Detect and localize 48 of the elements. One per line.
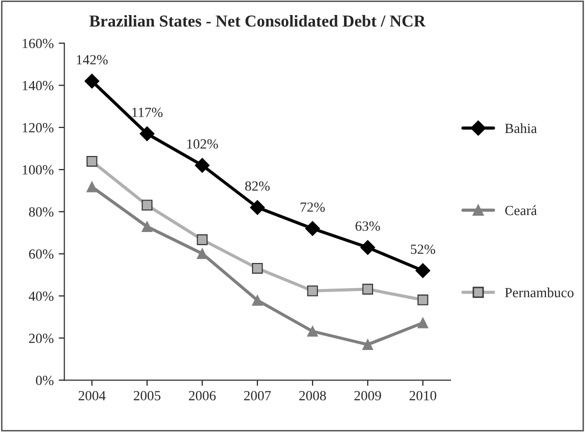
y-tick-label: 120% xyxy=(22,123,54,132)
y-tick-label: 20% xyxy=(29,334,54,344)
y-tick-label: 80% xyxy=(29,207,54,217)
x-tick-label: 2008 xyxy=(299,390,326,400)
data-label: 142% xyxy=(76,55,108,64)
point xyxy=(362,339,374,350)
x-tick-label: 2009 xyxy=(354,390,382,400)
x-tick-label: 2005 xyxy=(134,390,160,400)
x-tick-label: 2010 xyxy=(410,390,436,400)
legend-label: Ceará xyxy=(505,205,537,216)
point xyxy=(415,263,430,278)
point xyxy=(196,248,208,259)
point xyxy=(362,284,374,295)
point xyxy=(307,285,318,296)
point xyxy=(84,74,100,89)
legend-label: Bahia xyxy=(505,123,537,134)
data-label: 52% xyxy=(410,244,436,254)
point xyxy=(360,240,376,255)
point xyxy=(252,262,263,274)
y-tick-label: 40% xyxy=(28,292,54,301)
point xyxy=(417,294,428,306)
point xyxy=(86,181,98,192)
point xyxy=(196,234,208,246)
data-label: 82% xyxy=(245,181,270,191)
point xyxy=(417,317,428,328)
y-tick-label: 60% xyxy=(29,249,54,259)
point xyxy=(142,221,152,232)
point xyxy=(194,158,210,173)
point xyxy=(250,200,265,215)
y-tick-label: 140% xyxy=(22,80,54,90)
x-tick-label: 2006 xyxy=(188,390,216,400)
x-tick-label: 2004 xyxy=(78,390,106,400)
y-tick-label: 0% xyxy=(36,376,54,386)
point xyxy=(307,326,318,337)
data-label: 72% xyxy=(300,202,325,212)
x-tick-label: 2007 xyxy=(244,390,271,400)
y-tick-label: 100% xyxy=(22,165,54,175)
data-label: 102% xyxy=(187,139,218,149)
data-label: 117% xyxy=(132,108,163,118)
point xyxy=(252,294,263,306)
chart-title: Brazilian States - Net Consolidated Debt / NCR xyxy=(89,14,426,27)
point xyxy=(140,126,154,142)
point xyxy=(305,221,320,236)
data-label: 63% xyxy=(356,221,380,231)
point xyxy=(86,156,98,167)
y-tick-label: 160% xyxy=(22,38,54,48)
legend-label: Pernambuco xyxy=(505,288,574,298)
point xyxy=(142,200,152,211)
